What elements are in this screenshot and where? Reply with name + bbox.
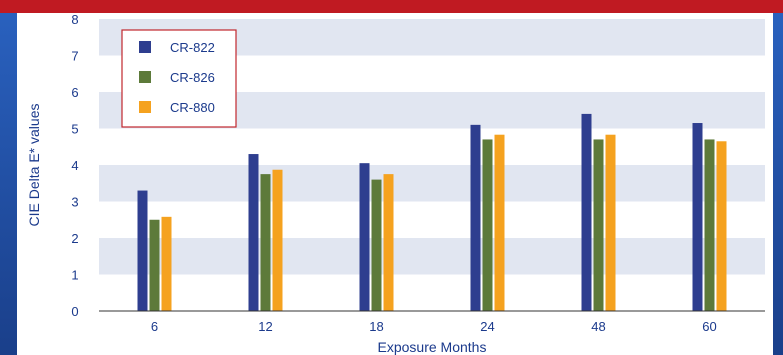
bar bbox=[593, 139, 604, 311]
bar bbox=[581, 113, 592, 312]
y-tick-labels: 0 1 2 3 4 5 6 7 8 bbox=[71, 13, 78, 319]
bar bbox=[470, 124, 481, 311]
x-tick-label: 6 bbox=[151, 319, 158, 334]
bar bbox=[605, 134, 616, 311]
bar bbox=[260, 174, 271, 311]
bar bbox=[137, 190, 148, 311]
y-tick-label: 5 bbox=[71, 122, 78, 137]
bar bbox=[371, 179, 382, 311]
legend-swatch bbox=[139, 71, 151, 83]
legend-label: CR-826 bbox=[170, 70, 215, 85]
y-tick-label: 6 bbox=[71, 85, 78, 100]
y-tick-label: 1 bbox=[71, 268, 78, 283]
bar bbox=[704, 139, 715, 311]
right-frame-border bbox=[773, 0, 783, 355]
x-axis-label: Exposure Months bbox=[378, 339, 487, 355]
y-tick-label: 2 bbox=[71, 231, 78, 246]
x-tick-label: 48 bbox=[591, 319, 605, 334]
legend: CR-822 CR-826 CR-880 bbox=[121, 29, 237, 128]
x-tick-labels: 6 12 18 24 48 60 bbox=[151, 319, 717, 334]
bars-group bbox=[137, 113, 727, 312]
bar bbox=[248, 154, 259, 311]
bar bbox=[692, 123, 703, 312]
bar bbox=[272, 169, 283, 311]
x-tick-label: 18 bbox=[369, 319, 383, 334]
left-frame-border bbox=[0, 0, 17, 355]
legend-swatch bbox=[139, 101, 151, 113]
bar bbox=[383, 174, 394, 311]
bar bbox=[494, 134, 505, 311]
y-tick-label: 8 bbox=[71, 13, 78, 27]
x-tick-label: 24 bbox=[480, 319, 494, 334]
grid-band bbox=[99, 165, 765, 202]
y-tick-label: 7 bbox=[71, 49, 78, 64]
bar bbox=[149, 219, 160, 311]
grid-band bbox=[99, 238, 765, 275]
y-tick-label: 3 bbox=[71, 195, 78, 210]
legend-label: CR-880 bbox=[170, 100, 215, 115]
bar bbox=[716, 141, 727, 311]
bar bbox=[359, 163, 370, 311]
x-tick-label: 12 bbox=[258, 319, 272, 334]
x-tick-label: 60 bbox=[702, 319, 716, 334]
legend-swatch bbox=[139, 41, 151, 53]
y-axis-label: CIE Delta E* values bbox=[26, 104, 42, 227]
top-red-band bbox=[0, 0, 783, 13]
legend-label: CR-822 bbox=[170, 40, 215, 55]
bar bbox=[482, 139, 493, 311]
y-tick-label: 4 bbox=[71, 158, 78, 173]
bar bbox=[161, 216, 172, 311]
y-tick-label: 0 bbox=[71, 304, 78, 319]
